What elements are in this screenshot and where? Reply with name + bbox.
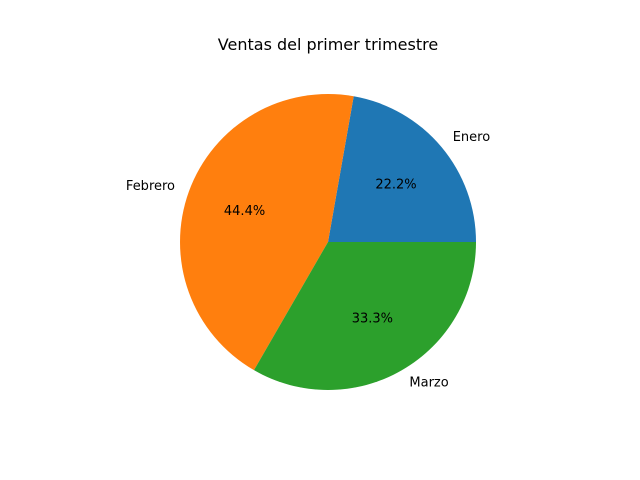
- percent-label-enero: 22.2%: [375, 177, 416, 192]
- chart-title: Ventas del primer trimestre: [218, 35, 438, 54]
- slice-label-febrero: Febrero: [126, 179, 175, 194]
- percent-label-febrero: 44.4%: [224, 204, 265, 219]
- percent-label-marzo: 33.3%: [352, 311, 393, 326]
- pie-slice-febrero: [180, 94, 354, 371]
- pie-labels: Enero 22.2% Febrero 44.4% Marzo 33.3%: [126, 130, 490, 391]
- slice-label-marzo: Marzo: [409, 375, 448, 390]
- pie-slices: [180, 94, 476, 390]
- pie-slice-marzo: [254, 242, 476, 390]
- pie-slice-enero: [328, 96, 476, 242]
- slice-label-enero: Enero: [453, 130, 491, 145]
